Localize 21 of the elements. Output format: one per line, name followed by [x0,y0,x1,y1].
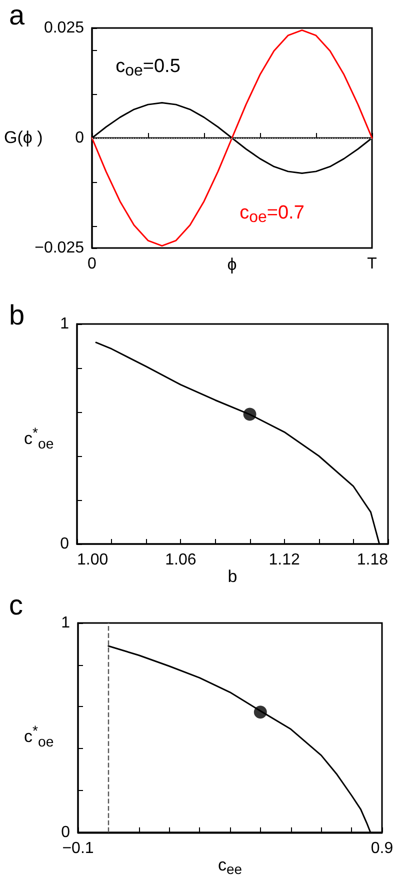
y-tick-label: 0 [60,536,70,552]
x-axis-title: ϕ [227,255,237,274]
y-tick-label: 1 [61,614,70,632]
x-tick-label: 0.9 [370,840,394,857]
y-tick-label: 1 [60,316,70,332]
y-axis-title: G(ϕ ) [4,128,43,148]
line-series [91,29,373,247]
x-tick-label: 1.18 [356,552,388,568]
chart-title: c [9,590,23,620]
y-tick-label: −0.025 [34,240,84,256]
chart-title: b [9,300,25,330]
x-tick-label: 1.06 [165,552,196,568]
chart-title: a [9,0,25,30]
x-tick-label: 1.00 [77,552,108,568]
x-tick-label: T [367,256,378,272]
x-axis-title: b [228,567,238,586]
y-tick-label: 0 [61,824,70,841]
x-tick-label: −0.1 [62,840,94,857]
y-tick-label: 0 [75,130,84,146]
y-tick-label: 0.025 [44,20,84,36]
x-tick-label: 1.12 [268,552,300,568]
